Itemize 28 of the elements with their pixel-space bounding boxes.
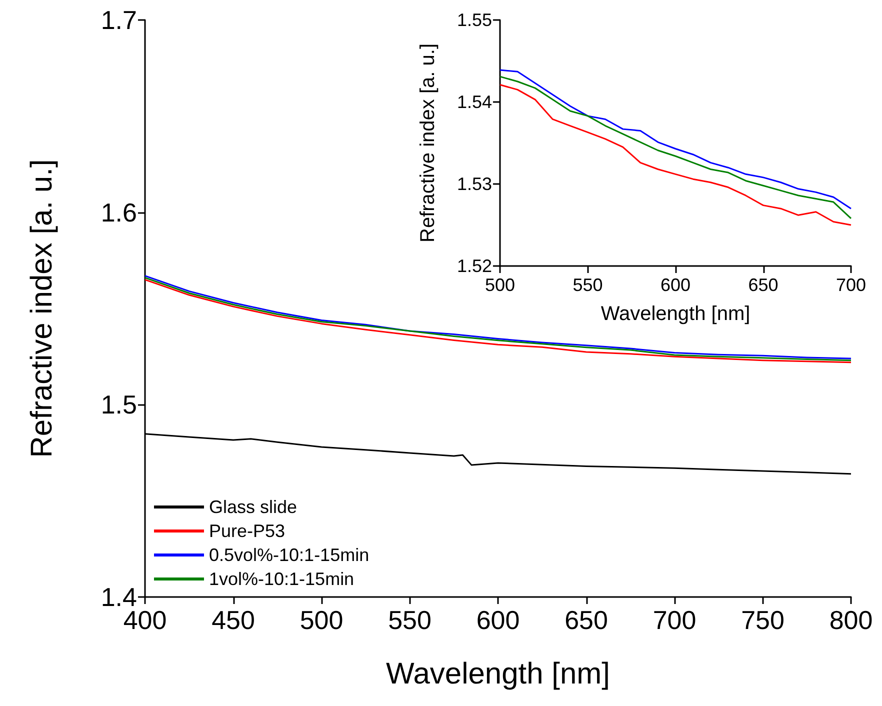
x-tick-label: 650: [748, 275, 778, 295]
x-axis-title: Wavelength [nm]: [386, 658, 610, 690]
x-tick-label: 750: [741, 605, 784, 635]
x-tick-label: 600: [660, 275, 691, 295]
x-axis-title: Wavelength [nm]: [600, 303, 750, 325]
x-tick-label: 450: [212, 605, 255, 635]
legend-label: 1vol%-10:1-15min: [209, 569, 354, 589]
x-tick-label: 650: [564, 605, 608, 635]
y-tick-label: 1.54: [456, 92, 492, 112]
y-axis-title: Refractive index [a. u.]: [26, 159, 58, 458]
x-tick-label: 550: [572, 275, 603, 295]
x-tick-label: 550: [388, 605, 432, 635]
x-tick-label: 600: [476, 605, 520, 635]
x-tick-label: 700: [836, 275, 866, 295]
y-tick-label: 1.52: [456, 256, 492, 276]
legend-label: Glass slide: [209, 497, 298, 517]
legend-label: Pure-P53: [209, 521, 286, 541]
y-axis-title: Refractive index [a. u.]: [417, 44, 439, 242]
y-tick-label: 1.5: [100, 390, 137, 420]
y-tick-label: 1.7: [100, 5, 137, 35]
x-tick-label: 500: [484, 275, 516, 295]
x-tick-label: 800: [829, 605, 873, 635]
y-tick-label: 1.55: [456, 10, 492, 30]
x-tick-label: 500: [300, 605, 344, 635]
legend-label: 0.5vol%-10:1-15min: [209, 545, 370, 565]
y-tick-label: 1.6: [100, 197, 137, 228]
y-tick-label: 1.53: [456, 174, 492, 194]
x-tick-label: 700: [652, 605, 696, 635]
